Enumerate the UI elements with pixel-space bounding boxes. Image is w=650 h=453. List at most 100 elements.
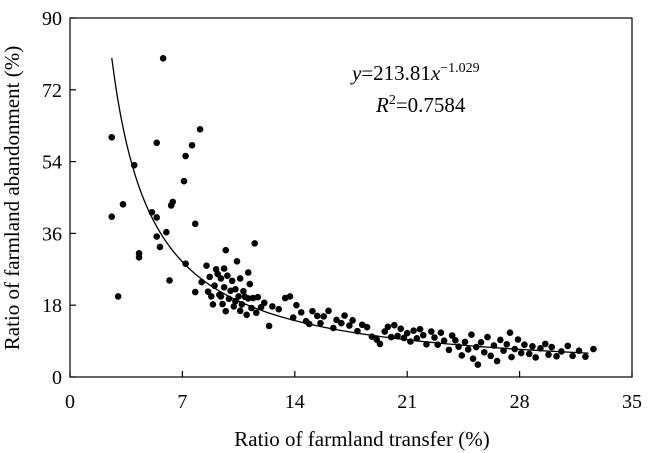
scatter-point (529, 342, 536, 350)
scatter-point (590, 345, 597, 353)
scatter-point (297, 309, 305, 316)
eq-exponent: −1.029 (440, 61, 479, 76)
x-axis-ticks: 0 7 14 21 28 35 (65, 371, 642, 413)
scatter-point (419, 331, 427, 339)
scatter-point (480, 348, 488, 356)
scatter-point (464, 346, 472, 353)
scatter-point (468, 331, 475, 339)
x-tick-label: 35 (622, 391, 642, 413)
scatter-point (394, 332, 401, 340)
scatter-point (407, 338, 414, 345)
scatter-point (244, 295, 252, 302)
scatter-point (309, 307, 316, 315)
eq-y-symbol: y (350, 61, 362, 85)
scatter-point (166, 277, 173, 284)
scatter-point (230, 303, 238, 310)
scatter-point (472, 343, 480, 351)
scatter-point (320, 313, 328, 320)
scatter-point (493, 357, 501, 365)
scatter-point (275, 305, 283, 313)
scatter-point (317, 319, 324, 327)
scatter-point (477, 338, 485, 346)
scatter-point (458, 352, 466, 359)
scatter-point (521, 341, 528, 348)
scatter-point (514, 336, 522, 343)
scatter-point (244, 269, 252, 276)
scatter-point (206, 273, 213, 281)
scatter-point (114, 293, 122, 300)
scatter-point (437, 329, 445, 337)
scatter-point (220, 283, 228, 291)
scatter-point (403, 329, 411, 337)
scatter-point (286, 293, 294, 300)
scatter-point (440, 337, 448, 345)
scatter-point (204, 288, 212, 295)
scatter-point (553, 352, 560, 360)
eq-coefficient: =213.81 (361, 61, 431, 85)
plot-frame (69, 17, 633, 378)
scatter-point (431, 334, 438, 341)
scatter-point (293, 301, 300, 309)
r-exponent: 2 (389, 93, 396, 108)
r-squared-value: R2=0.7584 (375, 93, 466, 117)
scatter-point (341, 312, 348, 319)
scatter-point (269, 303, 276, 310)
scatter-point (108, 133, 116, 141)
scatter-point (517, 349, 525, 357)
y-tick-label: 36 (42, 223, 62, 245)
scatter-point (232, 297, 239, 305)
scatter-point (427, 328, 435, 335)
y-tick-label: 18 (42, 295, 62, 317)
scatter-point (448, 332, 456, 339)
scatter-point (108, 213, 116, 220)
scatter-point (410, 327, 417, 335)
scatter-point (135, 254, 143, 261)
scatter-point (461, 338, 469, 346)
scatter-point (313, 312, 321, 320)
scatter-point (209, 301, 217, 308)
scatter-point (240, 287, 247, 295)
x-tick-label: 7 (177, 391, 187, 413)
scatter-point (159, 54, 167, 62)
scatter-point (203, 262, 210, 270)
scatter-point (163, 228, 170, 236)
y-tick-label: 0 (52, 367, 62, 389)
scatter-point (363, 323, 371, 331)
scatter-point (217, 275, 225, 282)
scatter-point (220, 265, 228, 272)
eq-x-symbol: x (430, 61, 441, 85)
scatter-point (452, 337, 459, 344)
scatter-point (564, 342, 572, 350)
scatter-point (445, 346, 453, 354)
scatter-point (188, 141, 196, 149)
scatter-point (548, 343, 556, 351)
scatter-point (330, 324, 337, 332)
scatter-point (497, 336, 504, 344)
scatter-point (346, 322, 353, 329)
scatter-point (582, 353, 589, 360)
scatter-point (381, 328, 389, 335)
scatter-point (153, 139, 161, 147)
scatter-point (391, 321, 398, 329)
scatter-point (153, 214, 161, 221)
scatter-point (236, 307, 244, 315)
scatter-point (228, 277, 236, 285)
scatter-point (217, 293, 225, 300)
scatter-point (265, 322, 273, 330)
y-tick-label: 90 (42, 8, 62, 30)
scatter-point (384, 323, 392, 331)
fit-curve (111, 57, 589, 354)
scatter-point (208, 293, 215, 300)
scatter-point (196, 125, 204, 133)
x-tick-label: 28 (510, 391, 530, 413)
scatter-point (182, 260, 189, 268)
scatter-point (246, 280, 254, 288)
scatter-points (108, 54, 597, 368)
scatter-point (236, 275, 244, 282)
scatter-point (397, 325, 405, 333)
scatter-point (224, 272, 231, 279)
scatter-point (169, 198, 177, 206)
scatter-point (235, 293, 242, 300)
